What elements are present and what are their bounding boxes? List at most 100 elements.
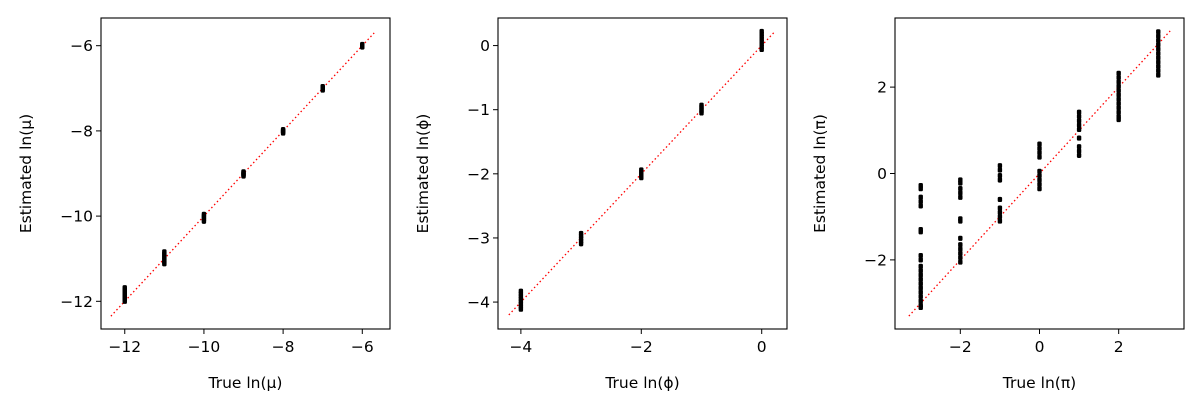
data-point — [918, 285, 923, 291]
data-point — [958, 259, 963, 265]
data-point — [997, 167, 1003, 173]
identity-reference-line — [508, 31, 776, 316]
data-point — [1076, 144, 1082, 150]
data-point — [997, 173, 1003, 179]
data-point — [1156, 63, 1161, 69]
data-point — [918, 194, 923, 200]
data-point — [201, 218, 207, 224]
y-tick-label: 0 — [877, 165, 887, 183]
y-tick-label: −4 — [467, 294, 490, 312]
data-point — [280, 130, 286, 136]
data-point — [918, 203, 923, 209]
data-point — [1037, 186, 1042, 192]
data-point — [1156, 37, 1161, 44]
x-axis-label: True ln(μ) — [208, 374, 283, 392]
data-point — [1037, 177, 1042, 183]
x-axis-label: True ln(π) — [1002, 374, 1076, 392]
data-point — [918, 268, 923, 274]
data-point — [360, 44, 365, 50]
data-point — [1076, 109, 1082, 115]
data-point — [918, 252, 923, 259]
data-point — [1116, 105, 1121, 111]
data-point — [162, 261, 167, 267]
subplot-3: −2 0 2 −2 0 2 True ln(π) Estimated ln(π) — [811, 17, 1185, 392]
x-tick-label: −2 — [630, 338, 653, 356]
data-point — [997, 218, 1003, 224]
data-point — [918, 289, 923, 295]
y-tick-label: −12 — [60, 293, 93, 311]
data-point — [122, 298, 127, 304]
data-point — [918, 198, 923, 205]
data-point — [918, 229, 923, 235]
data-point — [918, 263, 923, 269]
y-tick-label: −10 — [60, 208, 93, 226]
data-point — [1116, 83, 1121, 89]
y-tick-label: −2 — [467, 165, 490, 183]
data-point — [918, 276, 923, 282]
y-tick-label: −8 — [70, 122, 93, 140]
data-point — [918, 281, 923, 287]
data-point — [1037, 181, 1042, 187]
data-point — [918, 272, 923, 278]
data-point — [1156, 59, 1161, 65]
data-point — [958, 235, 963, 241]
data-point — [958, 250, 963, 257]
data-point — [1156, 42, 1161, 48]
data-point — [918, 298, 923, 304]
data-point — [958, 180, 963, 186]
data-point — [1037, 150, 1042, 156]
x-tick-label: −2 — [949, 338, 972, 356]
data-point — [320, 87, 325, 93]
x-tick-label: −6 — [351, 338, 374, 356]
data-point — [1156, 33, 1161, 39]
y-tick-label: −6 — [70, 37, 93, 55]
plot-frame — [100, 17, 391, 330]
data-point — [958, 218, 963, 224]
data-point — [1116, 116, 1121, 123]
data-point — [997, 177, 1003, 183]
data-point — [1116, 79, 1121, 85]
data-point — [1116, 92, 1121, 98]
data-point — [699, 110, 704, 116]
data-point — [918, 186, 923, 192]
y-axis-label: Estimated ln(π) — [811, 114, 829, 233]
data-point — [1156, 50, 1161, 57]
data-point — [1156, 72, 1161, 78]
data-point — [958, 242, 963, 248]
y-axis-label: Estimated ln(ϕ) — [414, 114, 432, 234]
y-axis-label: Estimated ln(μ) — [17, 114, 35, 233]
data-point — [639, 175, 644, 181]
x-tick-label: −12 — [108, 338, 141, 356]
data-point — [1076, 122, 1082, 128]
data-point — [1037, 168, 1042, 174]
y-tick-label: 2 — [877, 79, 887, 97]
data-point — [1076, 148, 1082, 154]
data-point — [1116, 96, 1121, 102]
data-point — [1076, 135, 1082, 141]
data-point — [1037, 173, 1042, 179]
x-tick-label: 2 — [1114, 338, 1124, 356]
data-point — [997, 214, 1003, 220]
data-point — [1116, 87, 1121, 94]
x-tick-label: −10 — [188, 338, 221, 356]
y-tick-label: 0 — [480, 37, 490, 55]
data-point — [1116, 109, 1121, 115]
data-point — [1116, 75, 1121, 81]
data-point — [578, 241, 584, 247]
y-tick-label: −1 — [467, 101, 490, 119]
x-axis-label: True ln(ϕ) — [604, 374, 679, 392]
data-point — [997, 205, 1003, 211]
x-tick-label: 0 — [757, 338, 767, 356]
data-point — [1076, 152, 1082, 158]
data-point — [1037, 145, 1042, 152]
data-point — [1076, 118, 1082, 124]
y-tick-label: −2 — [864, 251, 887, 269]
data-point — [1037, 141, 1042, 147]
subplot-1: −12 −10 −8 −6 −12 −10 −8 −6 True ln(μ) Estimated … — [17, 17, 391, 392]
data-point — [759, 46, 764, 53]
data-point — [1116, 70, 1121, 76]
data-point — [1037, 154, 1042, 160]
x-tick-label: 0 — [1035, 338, 1045, 356]
data-point — [997, 163, 1003, 169]
